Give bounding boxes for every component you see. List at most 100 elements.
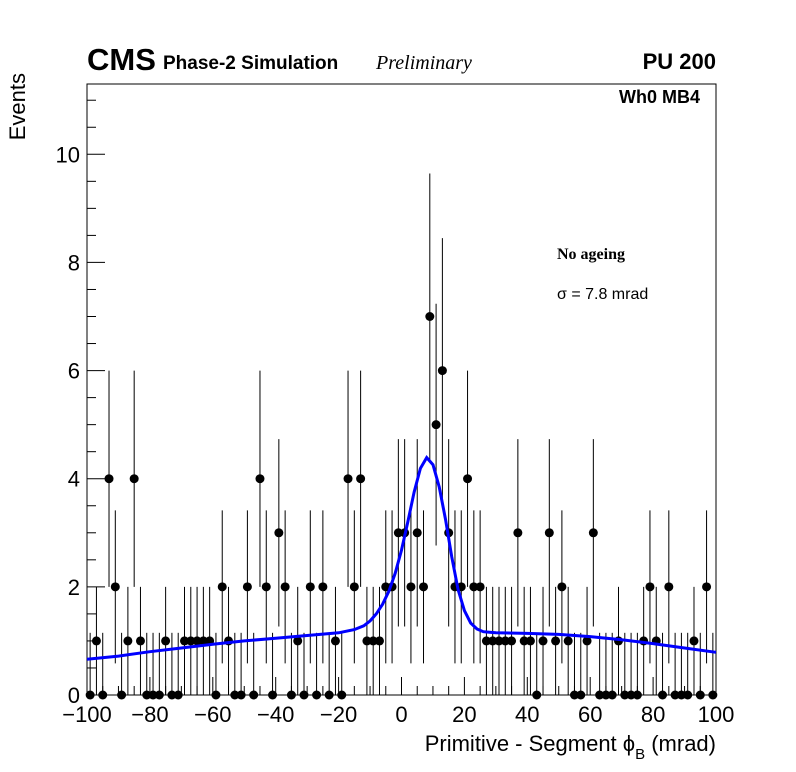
data-point [519,636,529,646]
y-axis-title: Events [5,73,30,140]
data-point [419,582,429,592]
data-point [576,690,586,700]
data-point [337,690,347,700]
sigma-label: σ = 7.8 mrad [557,286,648,303]
data-point [167,690,177,700]
data-point [368,636,378,646]
data-point [500,636,510,646]
data-point [236,690,246,700]
data-point [280,582,290,592]
data-point [544,528,554,538]
cms-label: CMS [87,42,156,77]
x-tick-label: −80 [131,702,168,727]
data-point [425,312,435,322]
pileup-label: PU 200 [643,49,716,74]
x-tick-label: 60 [578,702,602,727]
data-point [110,582,120,592]
x-axis-title-subscript: B [635,746,645,763]
data-point [148,690,158,700]
data-point [469,582,479,592]
data-point [481,636,491,646]
x-tick-label: −20 [320,702,357,727]
x-axis-title-unit: (mrad) [645,731,716,756]
station-label: Wh0 MB4 [619,87,700,107]
data-point [563,636,573,646]
data-point [330,636,340,646]
y-axis-ticks: 0 2 4 6 8 10 [56,99,105,708]
data-point [475,582,485,592]
data-point [274,528,284,538]
x-axis-title: Primitive - Segment ϕB (mrad) [425,731,716,763]
preliminary-label: Preliminary [375,52,472,74]
data-point [393,528,403,538]
x-axis-ticks: −100 −80 −60 −40 −20 0 20 40 60 80 100 [62,677,734,727]
data-point [135,636,145,646]
data-point [658,690,668,700]
data-point [406,582,416,592]
data-point [217,582,227,592]
data-point [154,690,164,700]
y-tick-label: 8 [68,250,80,275]
x-tick-label: 40 [515,702,539,727]
data-point [104,474,114,484]
data-point [463,474,473,484]
data-point [299,690,309,700]
data-point [507,636,517,646]
data-point [676,690,686,700]
data-point [129,474,139,484]
data-point [532,690,542,700]
data-point [708,690,718,700]
data-point [557,582,567,592]
data-point [513,528,523,538]
data-point [525,636,535,646]
data-point [192,636,202,646]
data-point [242,582,252,592]
data-point [437,366,447,376]
data-point [670,690,680,700]
data-point [343,474,353,484]
data-point [312,690,322,700]
data-point [582,636,592,646]
data-point [318,582,328,592]
data-markers [85,312,718,700]
data-point [186,636,196,646]
x-axis-title-main: Primitive - Segment ϕ [425,731,635,756]
data-point [293,636,303,646]
data-point [645,582,655,592]
data-point [198,636,208,646]
data-point [324,690,334,700]
data-point [488,636,498,646]
data-point [362,636,372,646]
x-tick-label: −60 [194,702,231,727]
data-point [595,690,605,700]
data-point [494,636,504,646]
data-point [551,636,561,646]
data-point [356,474,366,484]
data-point [161,636,171,646]
data-point [683,690,693,700]
data-point [305,582,315,592]
y-tick-label: 2 [68,575,80,600]
data-point [431,420,441,430]
data-point [538,636,548,646]
data-point [211,690,221,700]
y-tick-label: 0 [68,683,80,708]
x-tick-label: 20 [452,702,476,727]
data-point [620,690,630,700]
x-tick-label: −100 [62,702,112,727]
data-point [261,582,271,592]
y-tick-label: 6 [68,359,80,384]
y-tick-label: 10 [56,142,80,167]
data-point [349,582,359,592]
phase2-label: Phase-2 Simulation [163,53,338,74]
x-tick-label: −40 [257,702,294,727]
data-point [626,690,636,700]
data-point [607,690,617,700]
data-point [381,582,391,592]
y-tick-label: 4 [68,467,80,492]
data-point [374,636,384,646]
plot-frame [86,83,717,696]
data-point [268,690,278,700]
data-point [179,636,189,646]
data-point [230,690,240,700]
